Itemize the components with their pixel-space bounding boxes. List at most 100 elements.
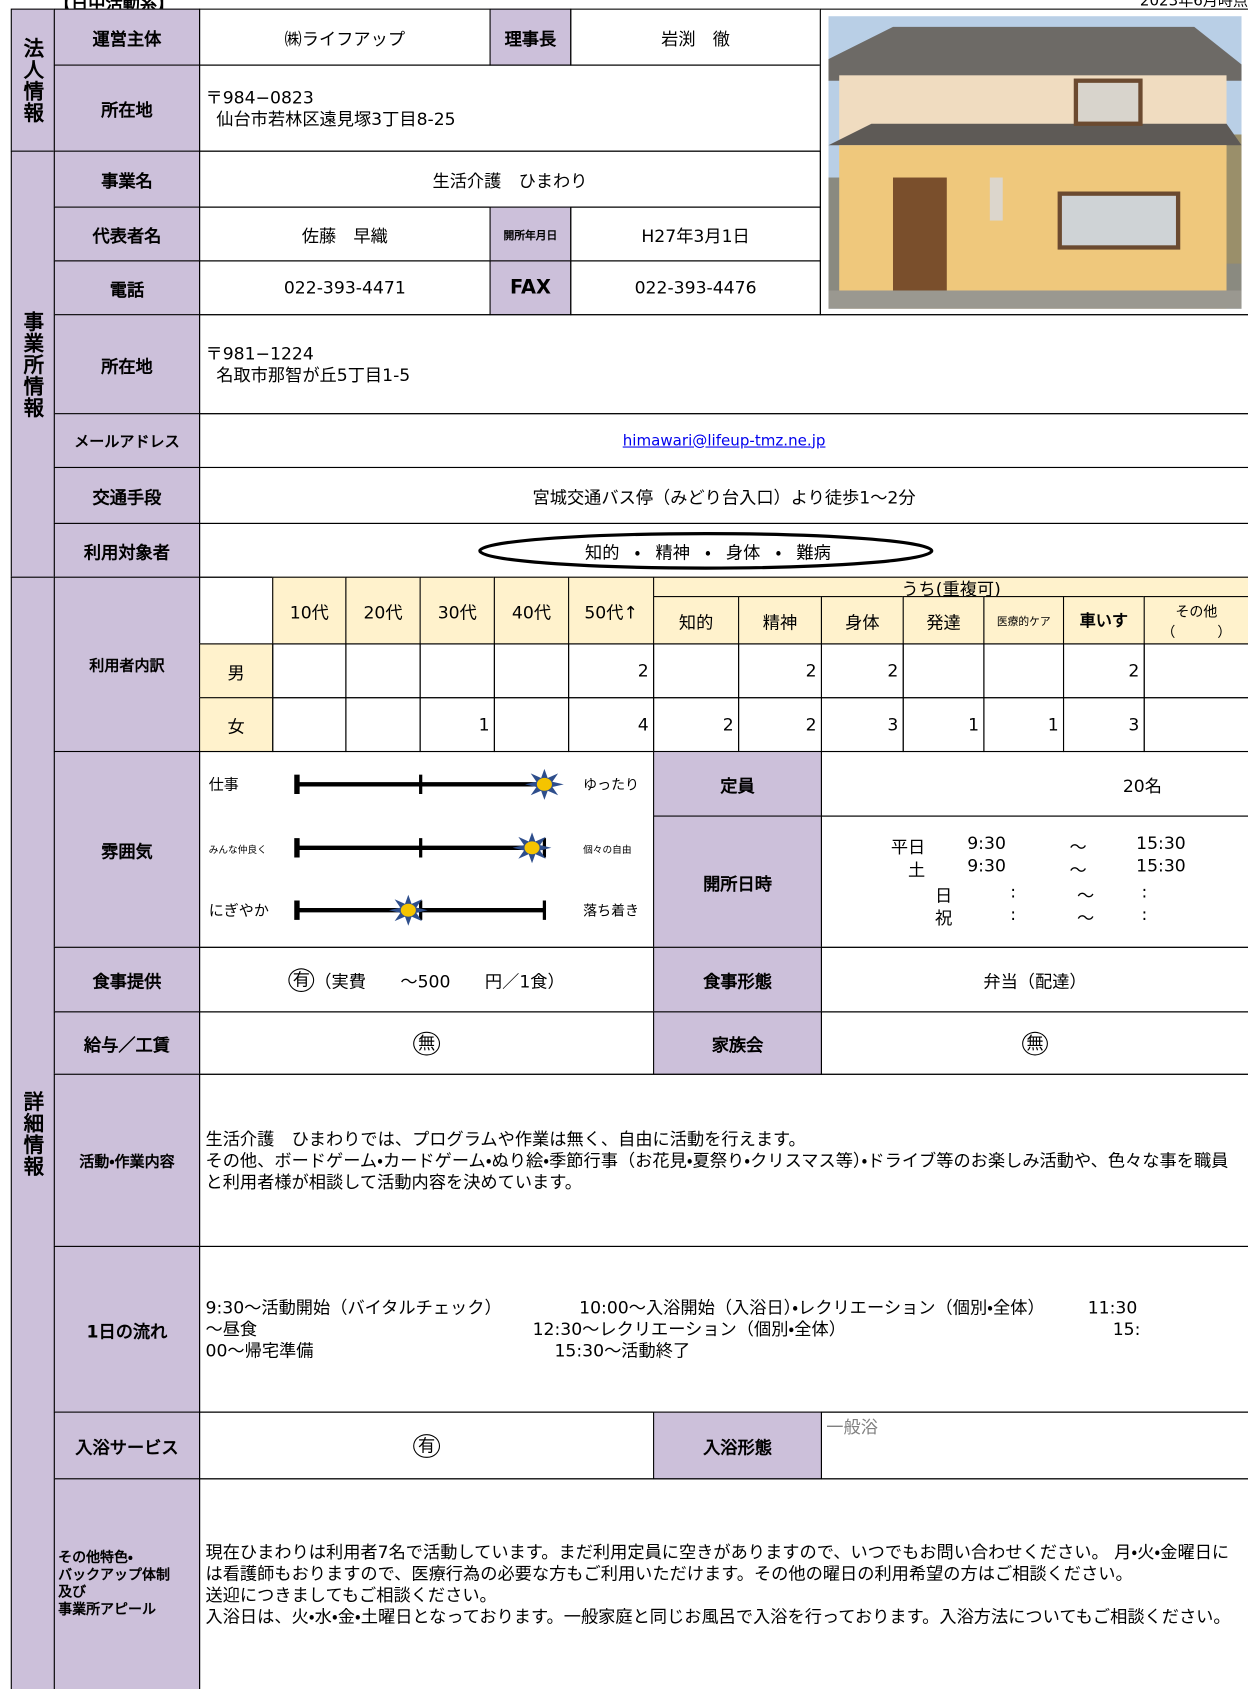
time-start: : — [1010, 881, 1017, 902]
row-label: 男 — [199, 643, 274, 699]
paragraph: 送迎につきましてもご相談ください。 — [205, 1584, 497, 1605]
field-label: 定員 — [653, 750, 822, 817]
scale-right-label: 落ち着き — [583, 903, 639, 920]
flow-lines: 9:30～活動開始（バイタルチェック） 10:00～入浴開始（入浴日）・レクリエ… — [205, 1297, 1242, 1362]
type-header: 発達 — [902, 596, 985, 645]
hours-table: 平日 9:30 ～ 15:30 土 9:30 ～ 15:30 日: ～: 祝: ～: — [822, 817, 1248, 946]
label-line: その他特色・ — [58, 1549, 133, 1566]
scale-marker — [388, 894, 428, 926]
label-line: バックアップ体制 — [58, 1567, 171, 1584]
field-value: H27年3月1日 — [570, 206, 821, 262]
type-header: 身体 — [820, 596, 904, 645]
count — [653, 643, 740, 699]
field-label: FAX — [489, 260, 572, 316]
count: 4 — [568, 697, 655, 753]
age-header: 10代 — [272, 576, 347, 645]
email-link[interactable]: himawari@lifeup-tmz.ne.jp — [622, 431, 826, 450]
count: 2 — [568, 643, 655, 699]
paragraph: 現在ひまわりは利用者7名で活動しています。まだ利用定員に空きがありますので、いつ… — [205, 1541, 1230, 1584]
field-label: 活動・作業内容 — [53, 1073, 201, 1247]
field-value: 022-393-4476 — [570, 260, 821, 316]
count: 2 — [653, 697, 740, 753]
count: 3 — [1062, 697, 1145, 753]
as-of: 2023年6月時点 — [1139, 0, 1248, 10]
count — [272, 643, 347, 699]
address-line: 仙台市若林区遠見塚3丁目8-25 — [216, 108, 456, 129]
blank-header — [199, 576, 274, 645]
field-label: 食事形態 — [653, 946, 822, 1013]
field-value: 知的・精神・身体・難病 — [199, 522, 1248, 578]
row-label: 女 — [199, 697, 274, 753]
address-line: 名取市那智が丘5丁目1-5 — [216, 364, 411, 385]
flow: 9:30～活動開始（バイタルチェック） 10:00～入浴開始（入浴日）・レクリエ… — [199, 1245, 1248, 1413]
field-value: 20名 — [820, 750, 1248, 817]
field-label: 所在地 — [53, 64, 201, 152]
field-value: 有 — [199, 1411, 655, 1480]
field-value: 無 — [199, 1011, 655, 1075]
field-value: 岩渕 徹 — [570, 8, 821, 66]
count — [345, 697, 421, 753]
scale-right-label: 個々の自由 — [583, 843, 631, 856]
count: 2 — [820, 643, 904, 699]
scale-marker — [512, 832, 552, 864]
scale-left-label: 仕事 — [209, 776, 239, 794]
time-end: : — [1141, 881, 1148, 902]
flow-line: ～昼食 12:30～レクリエーション（個別・全体） 15: — [205, 1318, 1141, 1339]
age-header: 20代 — [345, 576, 421, 645]
paragraph: 入浴日は、火・水・金・土曜日となっております。一般家庭と同じお風呂で入浴を行って… — [205, 1605, 1231, 1627]
count — [493, 643, 570, 699]
field-value: himawari@lifeup-tmz.ne.jp — [199, 413, 1248, 469]
field-value: 弁当（配達） — [820, 946, 1248, 1013]
separator: ・ — [705, 541, 711, 563]
time-sep: ～ — [1076, 885, 1095, 906]
sun-core — [536, 777, 552, 791]
type-header: その他（ ） — [1143, 596, 1248, 645]
label-line: 事業所アピール — [58, 1601, 157, 1618]
separator: ・ — [634, 541, 641, 563]
label-lines: その他特色・ バックアップ体制 及び 事業所アピール — [55, 1550, 170, 1619]
field-label: 交通手段 — [53, 466, 201, 524]
count — [493, 697, 570, 753]
field-label: 代表者名 — [53, 206, 201, 262]
label-line: 及び — [58, 1584, 87, 1601]
photo-frame — [819, 8, 1248, 316]
time-end: 15:30 — [1136, 832, 1186, 854]
field-value: ㈱ライフアップ — [199, 8, 491, 66]
time-start: 9:30 — [967, 855, 1006, 876]
address: 〒984−0823 仙台市若林区遠見塚3丁目8-25 — [199, 64, 821, 152]
field-label: 電話 — [53, 260, 201, 316]
sun-core — [400, 903, 416, 917]
count: 1 — [419, 697, 495, 753]
target: 精神 — [655, 541, 690, 563]
count — [345, 643, 421, 699]
day: 祝 — [934, 908, 953, 929]
paragraphs: 生活介護 ひまわりでは、プログラムや作業は無く、自由に活動を行えます。 その他、ボ… — [205, 1128, 1242, 1193]
field-value: 宮城交通バス停（みどり台入口）より徒歩1～2分 — [199, 466, 1248, 524]
field-value: 生活介護 ひまわり — [199, 150, 821, 208]
postal-code: 〒984−0823 — [205, 86, 314, 108]
scale-left-label: にぎやか — [209, 902, 269, 920]
count — [1143, 643, 1248, 699]
meal-detail: （実費 ～500 円／1食） — [314, 970, 565, 992]
separator: ・ — [775, 541, 782, 563]
paragraph: その他、ボードゲーム・カードゲーム・ぬり絵・季節行事（お花見・夏祭り・クリスマス… — [205, 1149, 1229, 1192]
target: 身体 — [725, 541, 761, 563]
count — [983, 643, 1065, 699]
field-value: 022-393-4471 — [199, 260, 491, 316]
paragraph: 生活介護 ひまわりでは、プログラムや作業は無く、自由に活動を行えます。 — [205, 1128, 806, 1149]
count — [272, 697, 347, 753]
count — [902, 643, 985, 699]
field-label: その他特色・ バックアップ体制 及び 事業所アピール — [53, 1478, 201, 1689]
count: 2 — [738, 643, 822, 699]
count: 1 — [902, 697, 985, 753]
address-block: 〒984−0823 仙台市若林区遠見塚3丁目8-25 — [205, 87, 814, 130]
circled-option: 有 — [288, 967, 315, 992]
type-header: 知的 — [653, 596, 740, 645]
atmosphere: 仕事 ゆったり みんな仲良く 個々の自由 にぎやか 落ち着き — [199, 750, 655, 948]
scale-right-label: ゆったり — [583, 778, 639, 794]
field-label: 所在地 — [53, 314, 201, 415]
target: 難病 — [796, 541, 831, 563]
section-label: 法人情報 — [10, 8, 55, 152]
